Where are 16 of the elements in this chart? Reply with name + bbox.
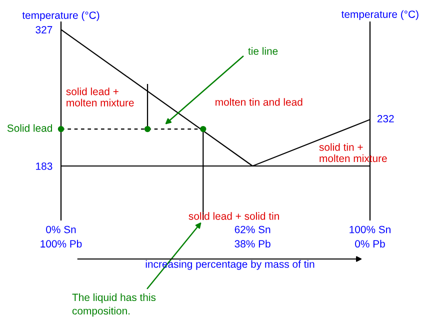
annotation: 232 — [377, 115, 394, 122]
annotation: molten tin and lead — [216, 98, 302, 106]
text: 38% Pb — [234, 240, 270, 248]
annotation: solid lead + molten mixture — [66, 88, 134, 106]
annotation: tie line — [248, 47, 278, 55]
x-tick-label: 0% Sn — [46, 226, 76, 234]
y-tick-label: 183 — [36, 162, 52, 170]
x-tick-label: 62% Sn — [234, 226, 270, 234]
annotation: Solid lead — [7, 124, 52, 132]
text: 100% Pb — [40, 240, 82, 248]
x-tick-label: 100% Sn — [350, 226, 390, 234]
y-axis-title: temperature (°C) — [22, 11, 100, 22]
annotation: The liquid has this composition. — [72, 293, 156, 317]
y2-axis-title: temperature (°C) — [341, 10, 418, 20]
text: 0% Pb — [355, 240, 385, 248]
y-tick-label: 327 — [36, 26, 52, 34]
